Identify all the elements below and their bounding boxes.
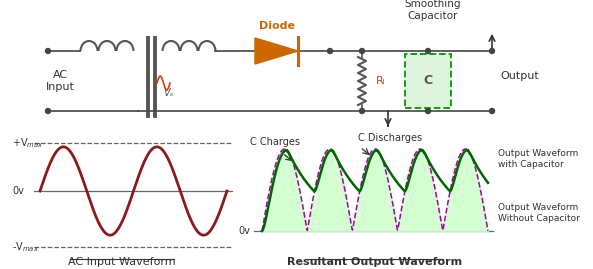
Text: 0v: 0v [238,226,250,236]
Text: Rₗ: Rₗ [376,76,385,86]
Text: Output Waveform
with Capacitor: Output Waveform with Capacitor [498,149,578,169]
Text: C: C [423,75,432,87]
Text: C Charges: C Charges [250,137,300,147]
Circle shape [489,48,495,54]
Circle shape [359,48,365,54]
Text: Output Waveform
Without Capacitor: Output Waveform Without Capacitor [498,203,580,223]
Circle shape [426,108,431,114]
Text: Resultant Output Waveform: Resultant Output Waveform [288,257,463,267]
Circle shape [46,48,50,54]
Circle shape [359,108,365,114]
Circle shape [46,108,50,114]
Text: AC Input Waveform: AC Input Waveform [68,257,176,267]
Text: -V$_{max}$: -V$_{max}$ [12,240,39,254]
Circle shape [489,108,495,114]
Text: +V$_{max}$: +V$_{max}$ [12,136,44,150]
Text: Smoothing
Capacitor: Smoothing Capacitor [405,0,461,21]
Text: Diode: Diode [259,21,295,31]
Circle shape [426,48,431,54]
Text: C Discharges: C Discharges [358,133,422,143]
Polygon shape [255,38,298,64]
Text: AC
Input: AC Input [46,70,75,92]
Text: 0v: 0v [12,186,24,196]
FancyBboxPatch shape [405,54,451,108]
Circle shape [327,48,333,54]
Text: Output: Output [500,71,539,81]
Text: Vₛ: Vₛ [163,88,173,98]
